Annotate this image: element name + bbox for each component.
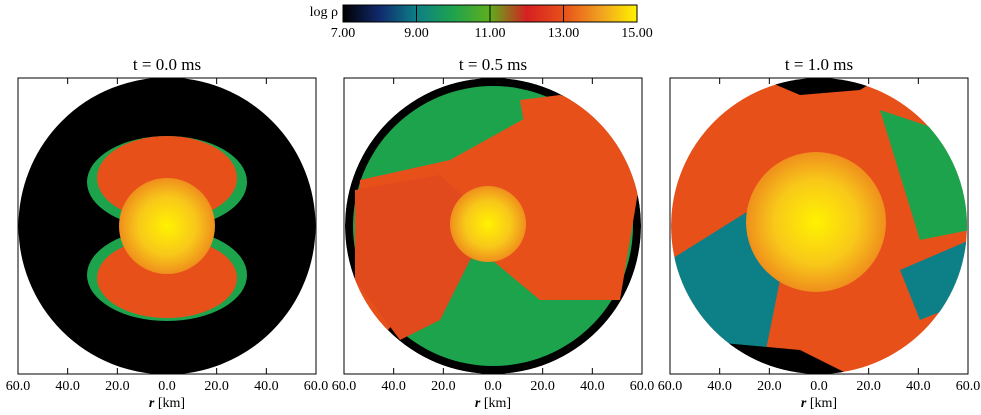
x-tick-label: 40.0: [55, 379, 80, 394]
x-axis-label: r [km]: [801, 396, 837, 411]
panel-title: t = 0.5 ms: [459, 55, 527, 74]
colorbar-tick-label: 13.00: [548, 26, 580, 41]
x-axis-label: r [km]: [475, 396, 511, 411]
panel-title: t = 1.0 ms: [785, 55, 853, 74]
x-axis-unit: [km]: [158, 396, 185, 411]
x-tick-label: 40.0: [707, 379, 732, 394]
panel-title: t = 0.0 ms: [133, 55, 201, 74]
x-tick-label: 0.0: [158, 379, 176, 394]
x-tick-label: 20.0: [431, 379, 456, 394]
colorbar-label: log ρ: [310, 5, 338, 20]
x-tick-label: 0.0: [810, 379, 828, 394]
x-tick-label: 40.0: [906, 379, 931, 394]
x-tick-label: 40.0: [580, 379, 605, 394]
colorbar-tick-label: 9.00: [404, 26, 429, 41]
x-tick-label: 40.0: [254, 379, 279, 394]
x-tick-label: 60.0: [332, 379, 357, 394]
x-axis-unit: [km]: [484, 396, 511, 411]
x-tick-label: 20.0: [757, 379, 782, 394]
x-tick-label: 60.0: [658, 379, 683, 394]
density-map: [345, 78, 641, 374]
x-tick-label: 60.0: [304, 379, 329, 394]
x-tick-label: 20.0: [105, 379, 130, 394]
x-tick-label: 60.0: [956, 379, 981, 394]
colorbar-tick-label: 15.00: [621, 26, 653, 41]
x-tick-label: 0.0: [484, 379, 502, 394]
x-tick-label: 20.0: [204, 379, 229, 394]
x-tick-label: 20.0: [856, 379, 881, 394]
x-axis-var: r: [149, 396, 155, 411]
x-tick-label: 20.0: [530, 379, 555, 394]
density-map: [671, 78, 967, 374]
x-tick-label: 60.0: [6, 379, 31, 394]
colorbar-tick-label: 7.00: [331, 26, 356, 41]
x-axis-var: r: [801, 396, 807, 411]
colorbar-tick-label: 11.00: [475, 26, 506, 41]
x-tick-label: 40.0: [381, 379, 406, 394]
x-axis-var: r: [475, 396, 481, 411]
x-tick-label: 60.0: [630, 379, 655, 394]
density-map: [19, 78, 315, 374]
x-axis-unit: [km]: [810, 396, 837, 411]
x-axis-label: r [km]: [149, 396, 185, 411]
